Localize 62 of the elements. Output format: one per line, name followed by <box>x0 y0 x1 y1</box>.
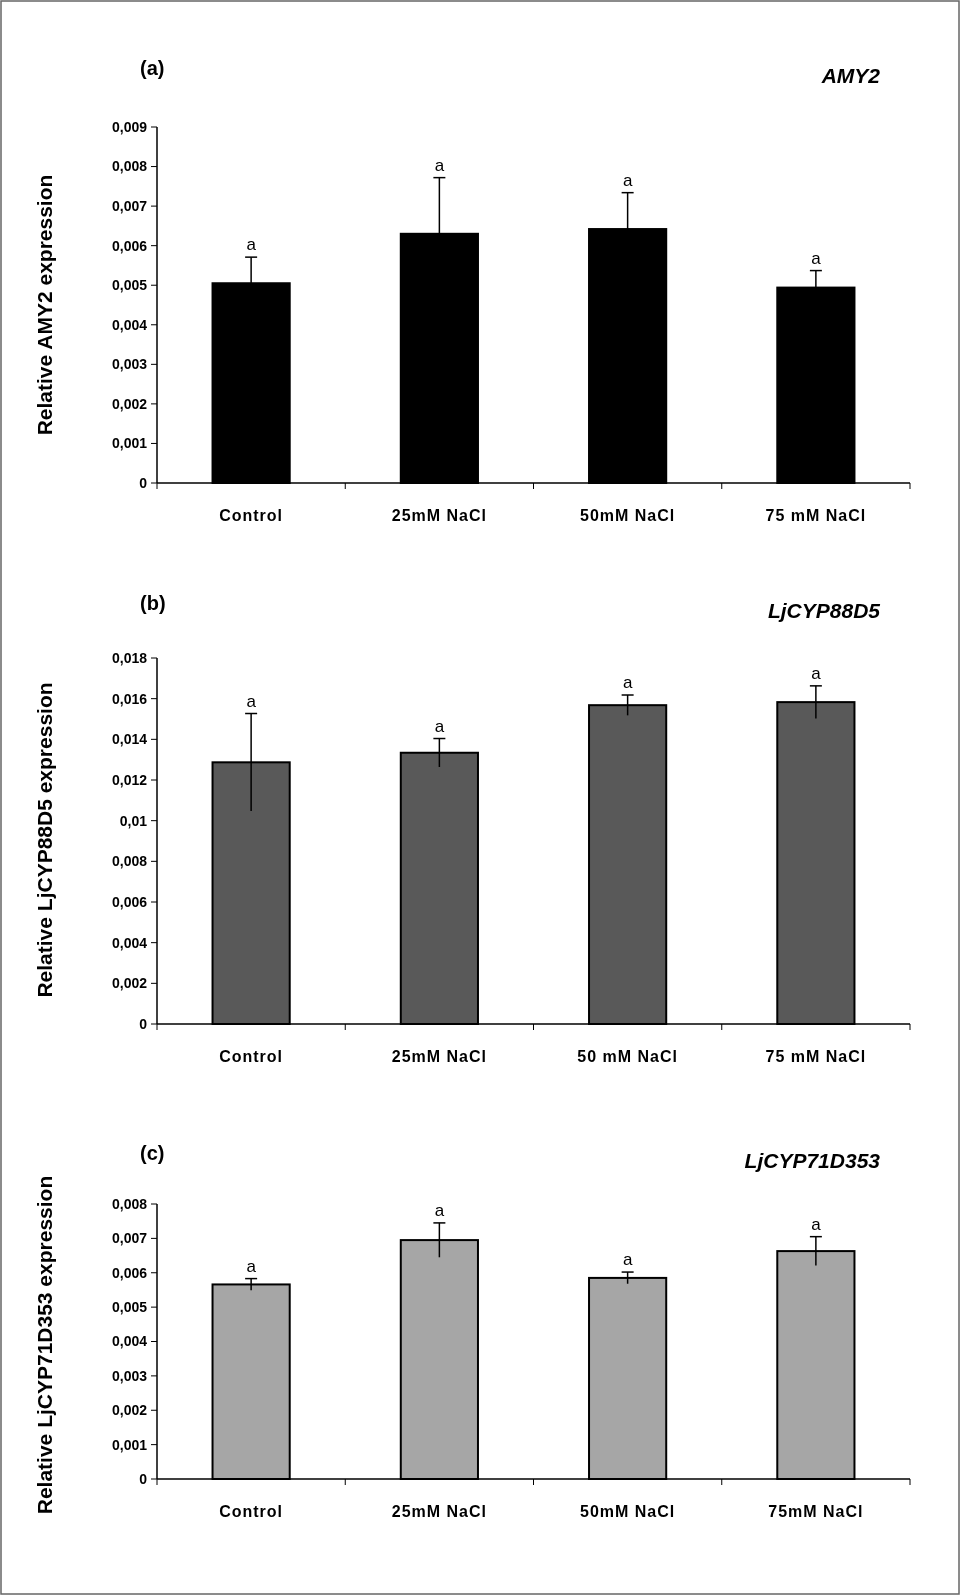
annotation: a <box>811 248 822 268</box>
y-tick-label: 0,004 <box>111 316 148 333</box>
x-tick-label: Control <box>219 1048 284 1065</box>
y-tick-label: 0,014 <box>111 731 148 748</box>
annotation: a <box>811 663 822 683</box>
chart-title: (b) <box>140 592 166 614</box>
y-tick-label: 0,006 <box>111 1264 148 1281</box>
y-tick-label: 0,003 <box>111 1367 148 1384</box>
y-tick-label: 0 <box>139 1015 148 1032</box>
annotation: a <box>434 155 445 175</box>
y-tick-label: 0,002 <box>111 1402 148 1419</box>
x-tick-label: 50mM NaCl <box>580 1503 676 1520</box>
annotation: a <box>246 1256 257 1276</box>
chart-subtitle: LjCYP71D353 <box>744 1149 881 1172</box>
annotation: a <box>246 691 257 711</box>
x-tick-label: 25mM NaCl <box>391 1503 487 1520</box>
y-axis-title: Relative LjCYP71D353 expression <box>33 1175 56 1515</box>
y-axis-title: Relative AMY2 expression <box>33 174 56 436</box>
y-tick-label: 0,002 <box>111 975 148 992</box>
y-tick-label: 0,008 <box>111 1195 148 1212</box>
y-tick-label: 0,016 <box>111 690 148 707</box>
annotation: a <box>622 673 633 693</box>
y-tick-label: 0,006 <box>111 237 148 254</box>
x-tick-label: 25mM NaCl <box>391 507 487 524</box>
y-tick-label: 0,001 <box>111 435 148 452</box>
y-axis-title: Relative LjCYP88D5 expression <box>33 682 56 998</box>
x-tick-label: 25mM NaCl <box>391 1048 487 1065</box>
x-tick-label: Control <box>219 1503 284 1520</box>
y-tick-label: 0,007 <box>111 1230 148 1247</box>
annotation: a <box>434 716 445 736</box>
y-tick-label: 0,006 <box>111 893 148 910</box>
chart-title: (a) <box>140 57 165 79</box>
y-tick-label: 0,005 <box>111 277 148 294</box>
x-tick-label: 75 mM NaCl <box>765 507 867 524</box>
x-tick-label: Control <box>219 507 284 524</box>
y-tick-label: 0,004 <box>111 1333 148 1350</box>
y-tick-label: 0,002 <box>111 395 148 412</box>
y-tick-label: 0,012 <box>111 771 148 788</box>
annotation: a <box>622 1250 633 1270</box>
chart-subtitle: LjCYP88D5 <box>767 599 881 622</box>
annotation: a <box>622 170 633 190</box>
y-tick-label: 0,008 <box>111 158 148 175</box>
y-tick-label: 0,003 <box>111 356 148 373</box>
x-tick-label: 50 mM NaCl <box>577 1048 678 1065</box>
y-tick-label: 0,018 <box>111 649 148 666</box>
chart-subtitle: AMY2 <box>820 64 881 87</box>
annotation: a <box>434 1200 445 1220</box>
x-tick-label: 75mM NaCl <box>768 1503 864 1520</box>
y-tick-label: 0 <box>139 474 148 491</box>
y-tick-label: 0,005 <box>111 1299 148 1316</box>
y-tick-label: 0,007 <box>111 198 148 215</box>
chart-title: (c) <box>140 1142 165 1164</box>
y-tick-label: 0,008 <box>111 853 148 870</box>
y-tick-label: 0,001 <box>111 1436 148 1453</box>
y-tick-label: 0 <box>139 1470 148 1487</box>
y-tick-label: 0,01 <box>119 812 148 829</box>
annotation: a <box>811 1214 822 1234</box>
y-tick-label: 0,004 <box>111 934 148 951</box>
y-tick-label: 0,009 <box>111 118 148 135</box>
annotation: a <box>246 235 257 255</box>
x-tick-label: 50mM NaCl <box>580 507 676 524</box>
x-tick-label: 75 mM NaCl <box>765 1048 867 1065</box>
